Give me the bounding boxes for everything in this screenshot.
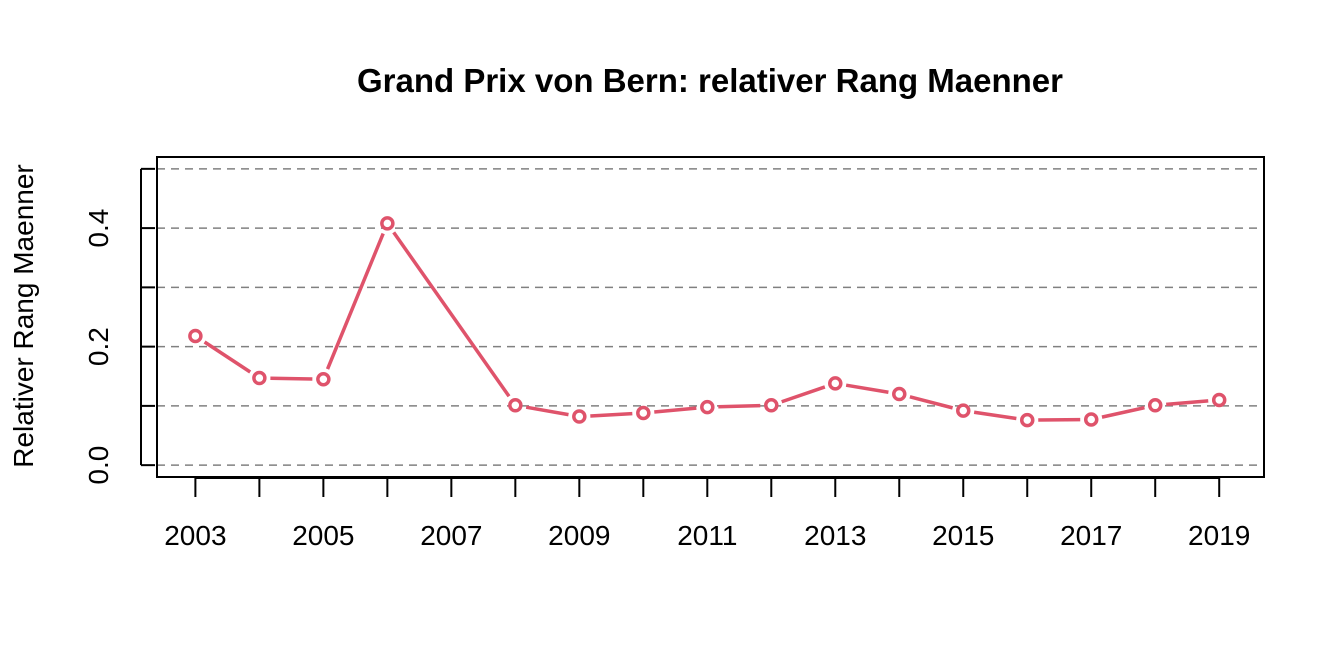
data-point [892,386,907,402]
series-segment [1166,399,1209,407]
series-segment [270,376,313,381]
series-segment [973,410,1017,421]
series-segment [718,403,761,409]
series-segment [845,383,889,394]
series-segment [325,232,385,370]
data-point [572,409,587,424]
x-axis: 2003 2005 2007 2009 2011 2013 2015 2017 2019 [164,477,1250,551]
y-axis: 0.0 0.2 0.4 [83,167,155,485]
data-point [1083,412,1099,427]
data-point [764,398,779,413]
data-point [252,370,267,386]
series-segment [1101,405,1145,419]
x-tick-label: 2003 [164,520,226,551]
data-point [188,328,203,344]
series-segment [781,385,826,404]
series-segment [392,231,511,398]
plot-frame [156,156,1265,478]
data-point [316,371,331,387]
data-point [508,398,523,413]
series-segment [654,406,697,414]
x-tick-label: 2019 [1188,520,1250,551]
chart-title: Grand Prix von Bern: relativer Rang Maen… [357,62,1063,99]
x-tick-label: 2011 [677,520,737,551]
data-point [1019,412,1035,428]
y-axis-label: Relativer Rang Maenner [8,164,39,468]
data-point [380,216,395,231]
y-tick-label: 0.0 [83,446,114,485]
x-tick-label: 2009 [548,520,610,551]
series-segment [525,405,569,417]
series-segment [203,340,252,374]
series-segment [590,411,633,418]
y-tick-label: 0.4 [83,209,114,248]
data-point [828,376,843,391]
data-point [700,399,715,415]
x-tick-label: 2017 [1060,520,1122,551]
data-point [636,405,651,421]
x-tick-label: 2015 [932,520,994,551]
data-point [956,403,971,418]
data-point [1147,398,1163,413]
x-tick-label: 2005 [292,520,354,551]
y-tick-label: 0.2 [83,327,114,366]
x-tick-label: 2013 [804,520,866,551]
series-layer [188,216,1227,428]
data-point [1211,392,1227,408]
series-segment [909,395,954,410]
x-tick-label: 2007 [420,520,482,551]
